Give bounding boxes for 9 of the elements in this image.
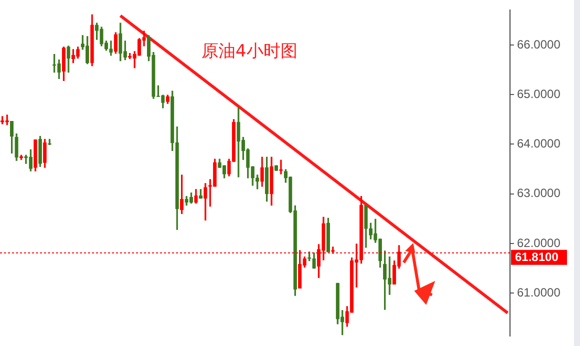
y-tick-label: 66.0000 bbox=[517, 37, 561, 52]
candlestick bbox=[279, 160, 283, 174]
y-tick-label: 64.0000 bbox=[517, 136, 561, 151]
y-tick-label: 63.0000 bbox=[517, 186, 561, 200]
y-tick-label: 62.0000 bbox=[517, 236, 561, 250]
annotation: 原油4小时图 bbox=[201, 42, 298, 62]
y-tick-label: 61.0000 bbox=[517, 285, 561, 300]
y-tick-label: 65.0000 bbox=[517, 86, 561, 101]
ref-line-label: 61.8100 bbox=[515, 250, 559, 264]
